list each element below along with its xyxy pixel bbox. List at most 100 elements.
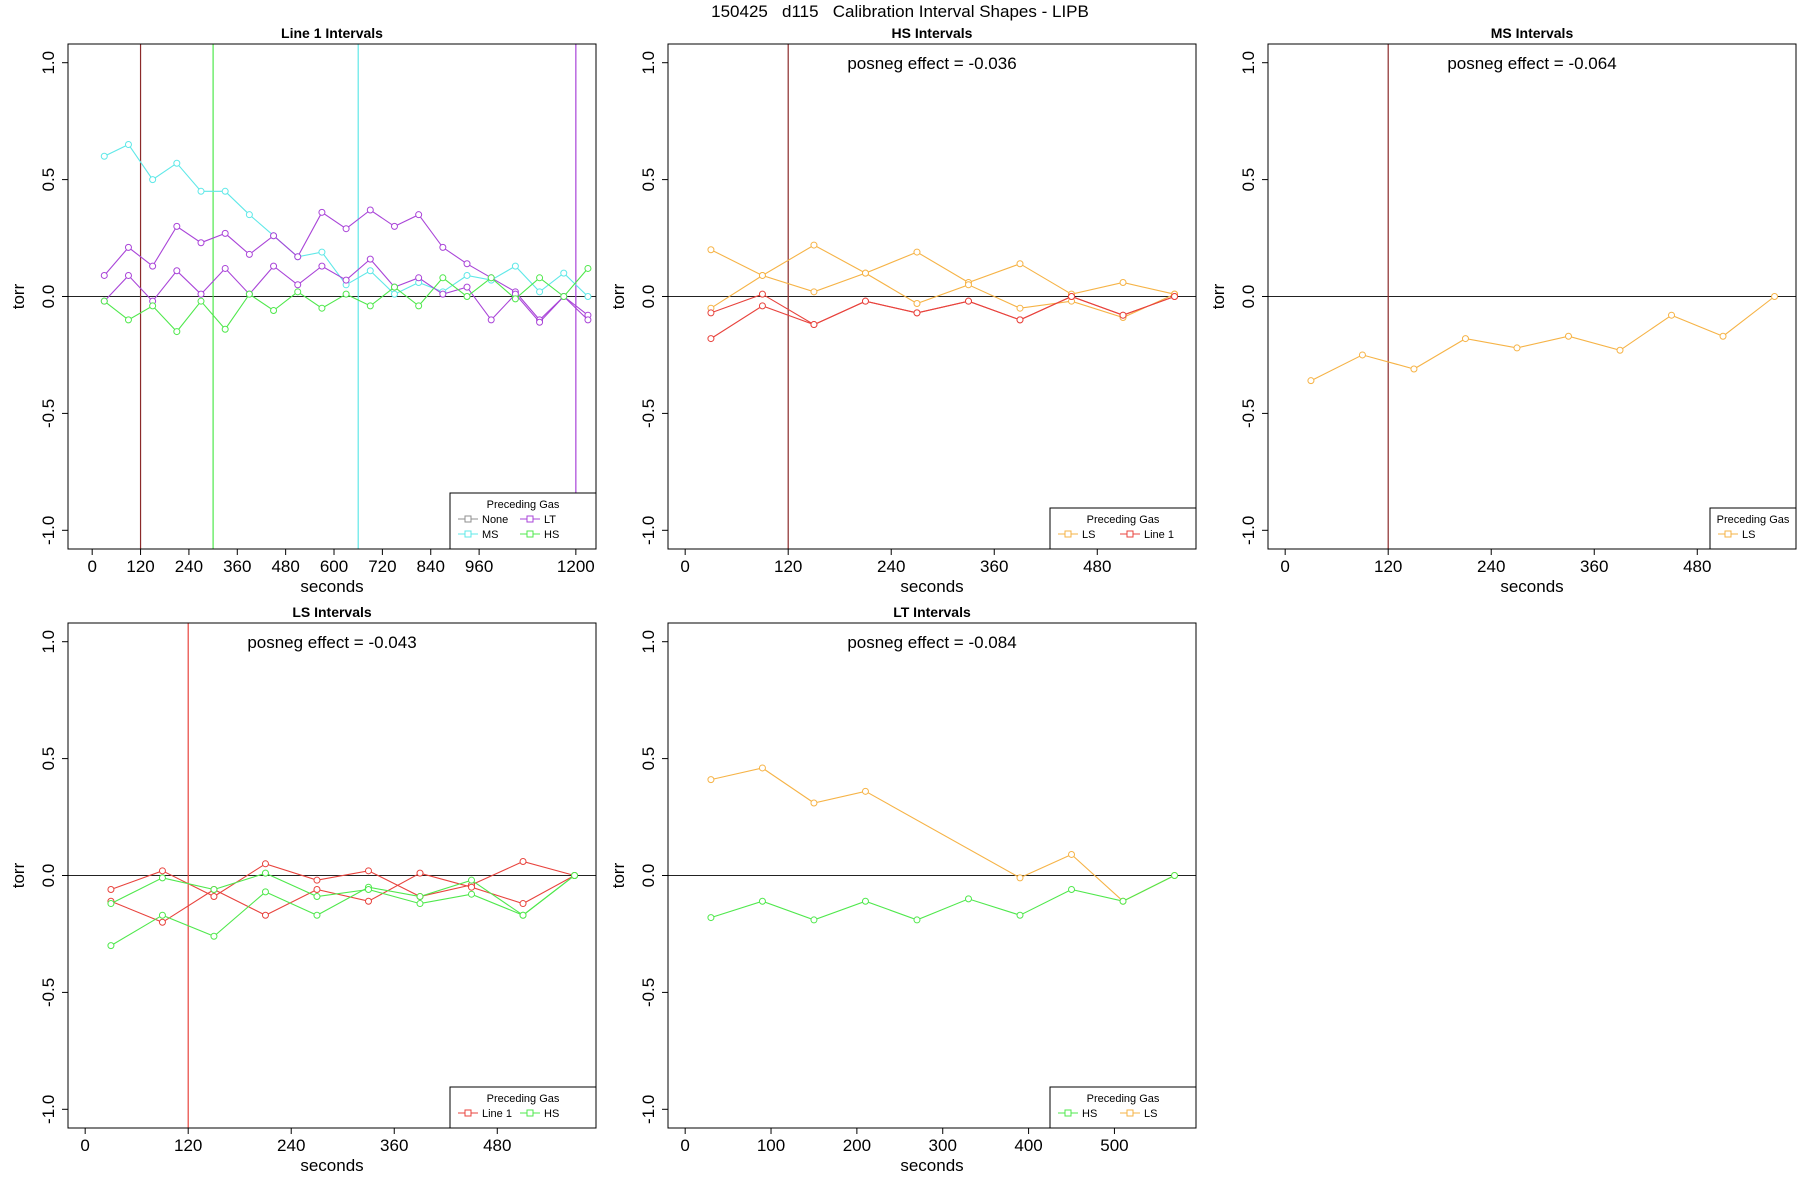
x-tick-label: 240 — [877, 557, 905, 576]
legend-item-hs: HS — [544, 1108, 559, 1120]
data-point — [294, 281, 302, 289]
data-point — [707, 335, 715, 343]
data-point — [261, 860, 269, 868]
x-axis-label: seconds — [900, 577, 963, 596]
x-axis-label: seconds — [900, 1156, 963, 1175]
data-point — [221, 187, 229, 195]
data-point — [810, 321, 818, 329]
data-point — [487, 316, 495, 324]
x-tick-label: 400 — [1014, 1136, 1042, 1155]
legend-box — [449, 1086, 597, 1129]
data-point — [560, 293, 568, 300]
x-tick-label: 240 — [1477, 557, 1505, 576]
y-tick-label: 0.5 — [39, 747, 58, 771]
y-tick-label: 1.0 — [39, 630, 58, 654]
data-point — [439, 290, 447, 298]
legend: Preceding Gas None LT MS HS — [449, 492, 597, 550]
y-tick-label: 0.5 — [39, 168, 58, 192]
data-point — [1564, 332, 1572, 340]
data-point — [810, 288, 818, 296]
data-point — [158, 874, 166, 882]
legend-item-none: None — [482, 514, 508, 526]
legend-item-ls: LS — [1742, 529, 1755, 541]
legend-swatch-marker — [1064, 530, 1072, 538]
data-point — [463, 260, 471, 268]
data-point — [210, 886, 218, 894]
x-tick-label: 0 — [680, 557, 689, 576]
y-tick-label: 1.0 — [1239, 51, 1258, 75]
data-point — [270, 232, 278, 240]
data-point — [1171, 872, 1179, 879]
data-point — [416, 900, 424, 908]
data-point — [571, 872, 579, 879]
x-tick-label: 100 — [757, 1136, 785, 1155]
data-point — [1068, 293, 1076, 300]
series-line-ls — [710, 767, 1175, 902]
data-point — [342, 290, 350, 298]
legend-swatch-marker — [1724, 530, 1732, 538]
data-point — [536, 274, 544, 282]
legend-item-lt: LT — [544, 514, 556, 526]
x-tick-label: 360 — [1580, 557, 1608, 576]
data-point — [318, 208, 326, 216]
y-tick-label: -0.5 — [1239, 399, 1258, 428]
x-tick-label: 1200 — [557, 557, 595, 576]
data-point — [107, 942, 115, 950]
data-point — [197, 290, 205, 298]
data-point — [1668, 311, 1676, 319]
data-point — [519, 911, 527, 919]
data-point — [707, 309, 715, 317]
series-line-line-1 — [710, 293, 1175, 326]
data-point — [1461, 335, 1469, 343]
series-line-ls — [710, 244, 1175, 295]
y-tick-label: -0.5 — [639, 978, 658, 1007]
data-point — [1358, 351, 1366, 359]
data-point — [463, 271, 471, 279]
legend: Preceding Gas LS Line 1 — [1049, 507, 1197, 550]
y-axis-label: torr — [9, 283, 28, 309]
data-point — [107, 900, 115, 908]
data-point — [390, 222, 398, 230]
x-tick-label: 300 — [929, 1136, 957, 1155]
panel-lt-intervals: LT Intervals 0 100 200 300 400 500 seconds -1.0 -… — [600, 601, 1200, 1181]
data-point — [364, 867, 372, 875]
data-point — [197, 187, 205, 195]
data-point — [221, 264, 229, 272]
data-point — [158, 911, 166, 919]
x-tick-label: 0 — [1280, 557, 1289, 576]
y-tick-label: 1.0 — [639, 51, 658, 75]
x-tick-label: 200 — [843, 1136, 871, 1155]
legend-title: Preceding Gas — [487, 1093, 560, 1105]
data-point — [318, 262, 326, 270]
x-tick-label: 840 — [417, 557, 445, 576]
data-point — [861, 269, 869, 277]
data-point — [707, 776, 715, 784]
data-point — [261, 888, 269, 896]
data-point — [366, 302, 374, 310]
legend-box — [1049, 507, 1197, 550]
data-point — [964, 895, 972, 903]
data-point — [390, 290, 398, 298]
data-point — [245, 250, 253, 258]
data-point — [1016, 874, 1024, 882]
y-tick-label: 1.0 — [639, 630, 658, 654]
data-point — [560, 269, 568, 277]
data-point — [158, 867, 166, 875]
data-point — [1016, 304, 1024, 312]
legend-title: Preceding Gas — [1717, 514, 1790, 526]
data-point — [313, 886, 321, 894]
legend-swatch-marker — [1126, 1109, 1134, 1117]
data-point — [1068, 850, 1076, 858]
data-point — [1068, 886, 1076, 894]
data-point — [758, 302, 766, 310]
data-point — [173, 328, 181, 336]
legend-swatch-marker — [1064, 1109, 1072, 1117]
data-point — [366, 255, 374, 263]
data-point — [707, 246, 715, 254]
data-point — [1119, 278, 1127, 286]
data-point — [158, 918, 166, 926]
y-axis-label: torr — [609, 862, 628, 888]
data-point — [245, 211, 253, 219]
legend: Preceding Gas Line 1 HS — [449, 1086, 597, 1129]
data-point — [861, 297, 869, 305]
